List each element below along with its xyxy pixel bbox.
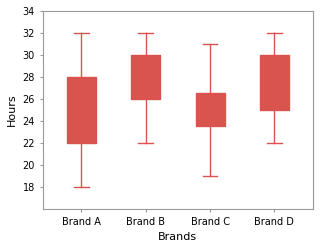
PathPatch shape bbox=[196, 93, 225, 126]
PathPatch shape bbox=[131, 55, 160, 99]
Y-axis label: Hours: Hours bbox=[7, 94, 17, 126]
X-axis label: Brands: Brands bbox=[158, 232, 197, 242]
PathPatch shape bbox=[67, 77, 96, 143]
PathPatch shape bbox=[260, 55, 289, 110]
